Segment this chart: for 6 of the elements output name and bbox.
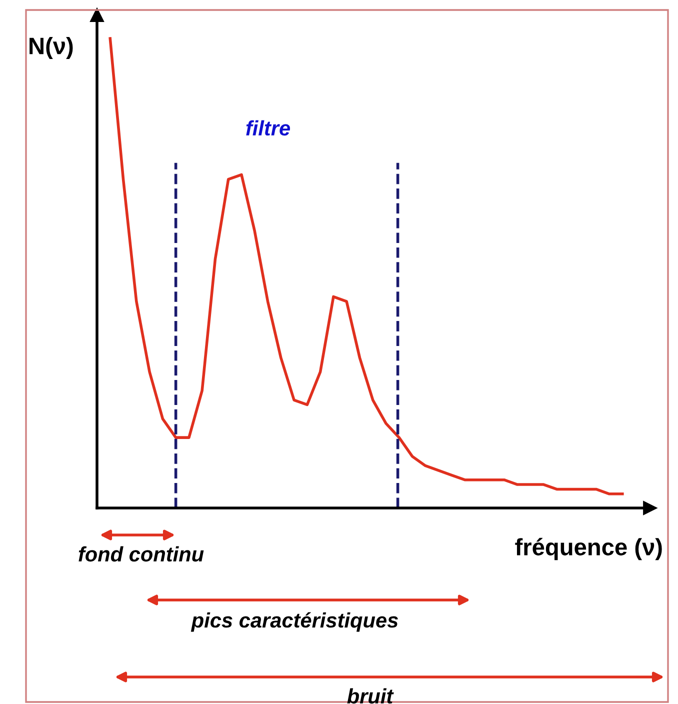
x-axis-title: fréquence (ν) — [515, 538, 662, 560]
annotation: filtre — [246, 120, 290, 136]
text: fond continu — [78, 546, 204, 562]
y-axis-title: N(ν) — [30, 36, 73, 60]
text: pics caractéristiques — [190, 612, 398, 632]
text: bruit — [347, 688, 394, 704]
